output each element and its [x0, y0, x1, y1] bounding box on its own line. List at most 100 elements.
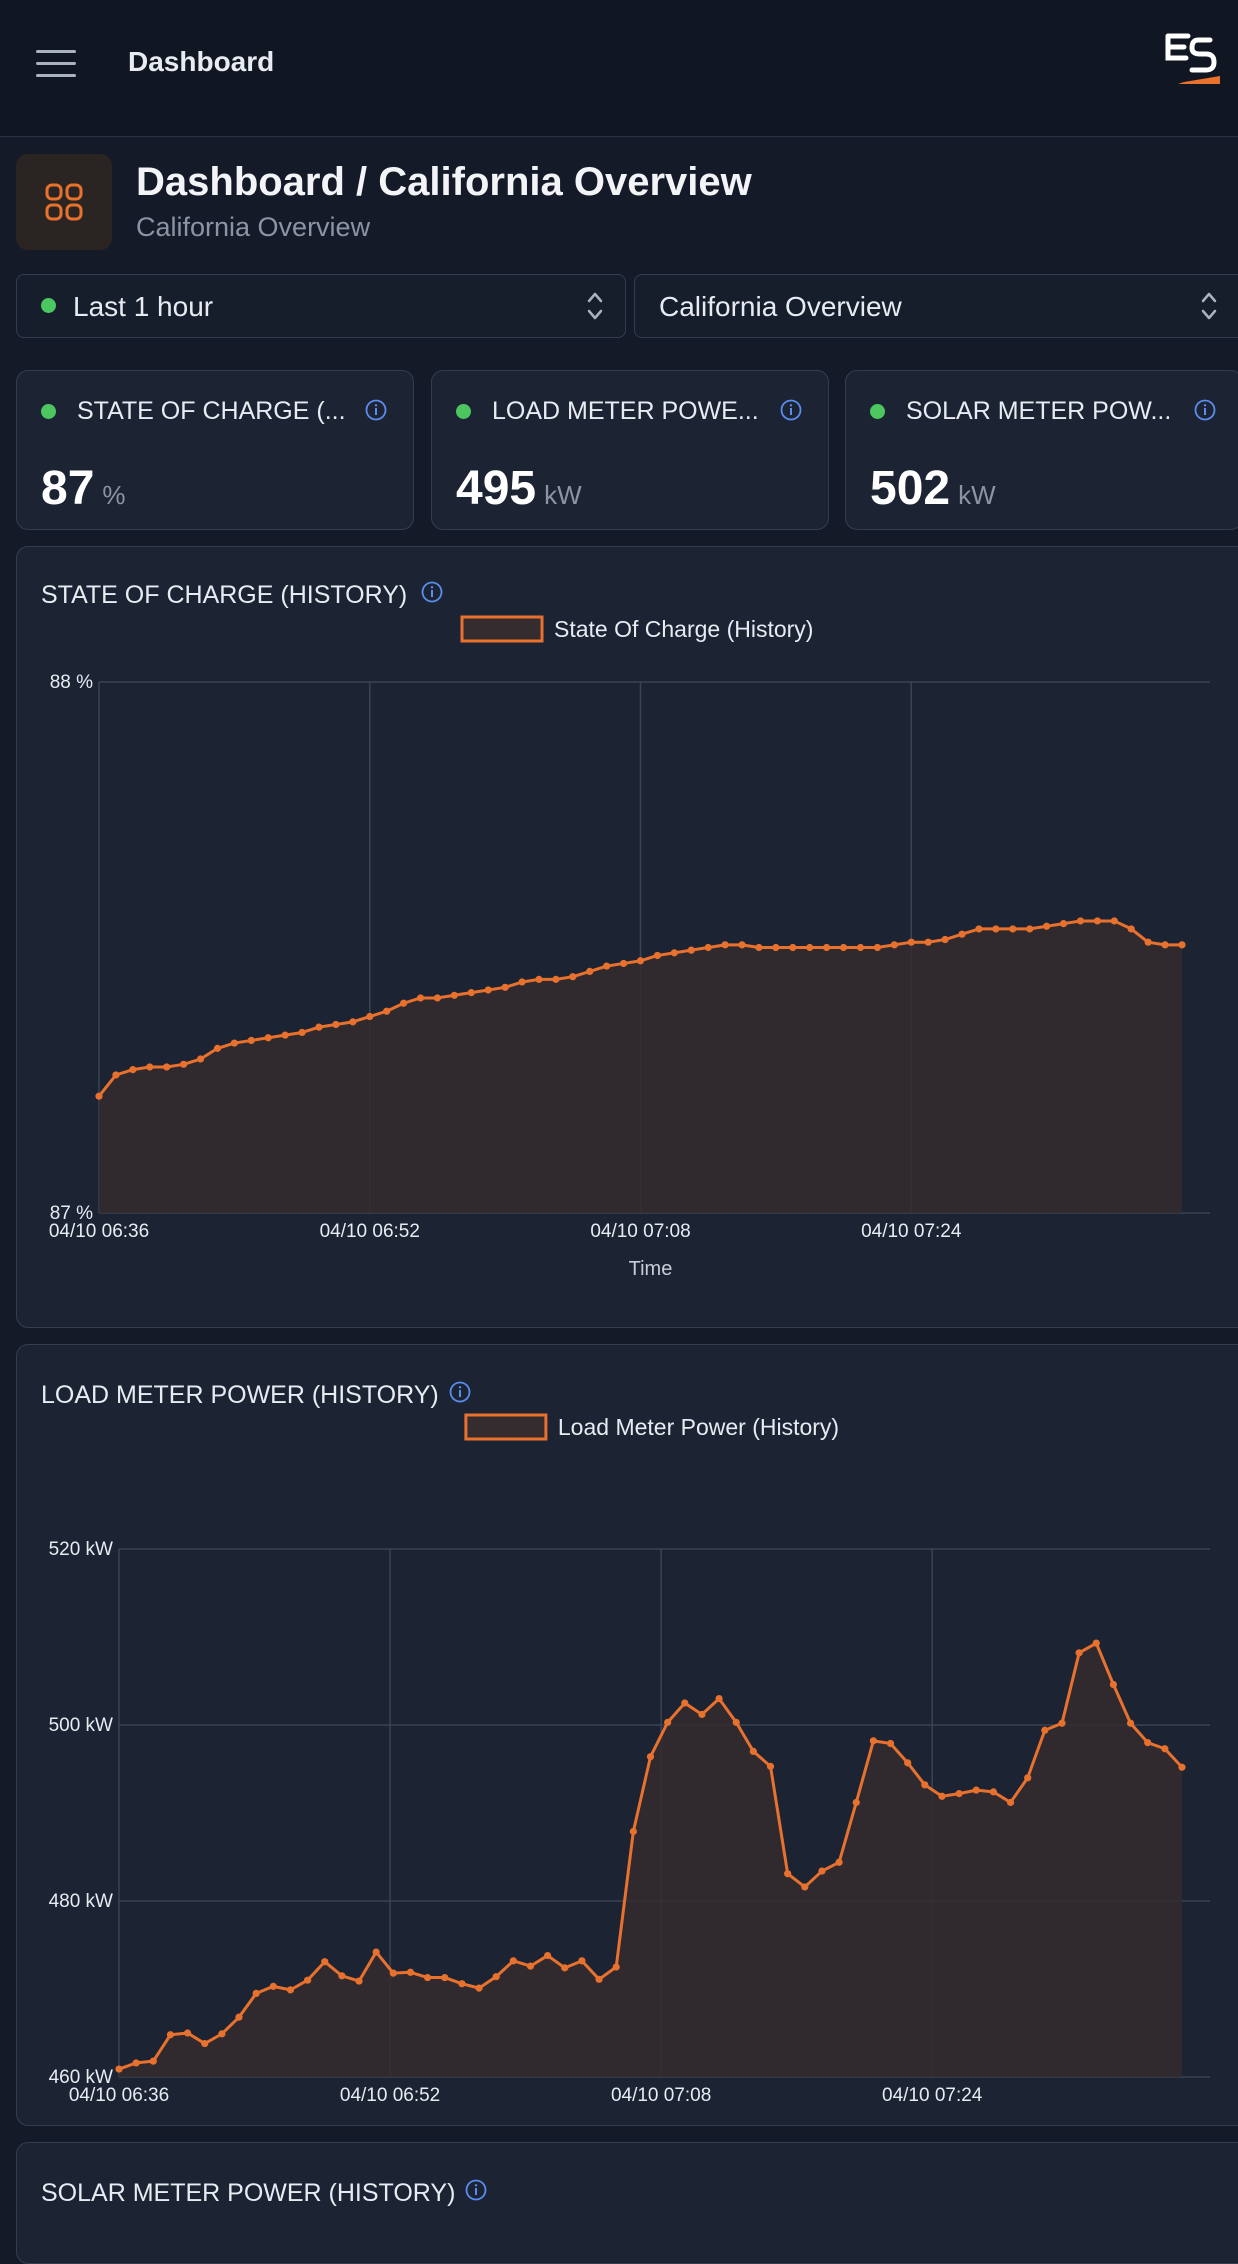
dashboard-grid-icon — [16, 154, 112, 250]
data-point — [399, 999, 408, 1007]
chevron-updown-icon — [1201, 292, 1217, 320]
data-point — [183, 2029, 192, 2037]
chevron-updown-icon — [587, 292, 603, 320]
data-point — [1161, 1745, 1169, 1753]
x-tick-label: 04/10 07:24 — [861, 1221, 962, 1242]
data-point — [561, 1964, 569, 1972]
data-point — [166, 2031, 175, 2039]
y-tick-label: 480 kW — [49, 1891, 113, 1912]
data-point — [852, 1798, 860, 1807]
data-point — [315, 1023, 323, 1031]
data-point — [484, 986, 492, 994]
data-point — [721, 941, 729, 949]
time-range-select[interactable]: Last 1 hour — [16, 274, 626, 338]
chart-card-state-of-charge: STATE OF CHARGE (HISTORY) State Of Charg… — [16, 546, 1238, 1328]
hamburger-menu-icon[interactable] — [36, 50, 76, 80]
data-point — [835, 1858, 843, 1866]
data-point — [1076, 917, 1085, 925]
status-dot — [456, 404, 471, 419]
info-icon[interactable] — [465, 2179, 487, 2201]
chart-card-solar-meter-power: SOLAR METER POWER (HISTORY) — [16, 2142, 1238, 2264]
data-point — [475, 1984, 483, 1992]
data-point — [715, 1695, 723, 1703]
page-header: Dashboard / California Overview Californ… — [16, 152, 1238, 252]
stat-card-load-meter-power[interactable]: LOAD METER POWE... 495 kW — [431, 370, 829, 530]
data-point — [552, 975, 560, 983]
data-point — [646, 1753, 655, 1761]
data-point — [544, 1951, 552, 1960]
chart-title: SOLAR METER POWER (HISTORY) — [41, 2179, 456, 2207]
data-point — [698, 1710, 706, 1719]
data-point — [95, 1092, 103, 1100]
status-dot — [41, 298, 56, 313]
data-point — [789, 943, 797, 952]
data-point — [1058, 1719, 1066, 1727]
info-icon[interactable] — [421, 581, 443, 603]
data-point — [247, 1036, 255, 1045]
data-point — [1178, 1763, 1186, 1771]
data-point — [146, 1063, 154, 1071]
data-point — [921, 1781, 929, 1789]
data-point — [115, 2065, 123, 2073]
data-point — [890, 941, 898, 949]
y-tick-label: 88 % — [50, 672, 93, 693]
data-point — [569, 973, 577, 981]
data-point — [681, 1699, 689, 1707]
site-select[interactable]: California Overview — [634, 274, 1238, 338]
y-tick-label: 460 kW — [49, 2067, 113, 2088]
data-point — [180, 1060, 188, 1068]
data-point — [501, 983, 509, 991]
series-area — [119, 1643, 1182, 2077]
es-logo-icon[interactable] — [1164, 28, 1220, 88]
state-of-charge-chart[interactable]: State Of Charge (History) 87 % 88 % 04/10 0… — [17, 607, 1237, 1307]
y-tick-label: 520 kW — [49, 1539, 113, 1560]
x-tick-label: 04/10 07:08 — [590, 1221, 690, 1242]
data-point — [1006, 1798, 1015, 1807]
data-point — [383, 1007, 391, 1015]
legend-swatch — [460, 615, 544, 643]
data-point — [1041, 1726, 1049, 1734]
info-icon[interactable] — [1194, 399, 1216, 421]
legend-label: Load Meter Power (History) — [558, 1414, 839, 1440]
y-tick-label: 500 kW — [49, 1715, 113, 1736]
data-point — [869, 1737, 877, 1745]
stat-card-solar-meter-power[interactable]: SOLAR METER POW... 502 kW — [845, 370, 1238, 530]
data-point — [218, 2030, 226, 2038]
topbar-title: Dashboard — [128, 46, 275, 77]
x-tick-label: 04/10 06:36 — [69, 2085, 169, 2105]
data-point — [886, 1739, 895, 1748]
data-point — [281, 1031, 289, 1039]
data-point — [653, 951, 662, 960]
x-tick-label: 04/10 06:52 — [320, 1221, 420, 1242]
status-dot — [41, 404, 56, 419]
data-point — [1144, 1739, 1152, 1747]
stat-card-state-of-charge[interactable]: STATE OF CHARGE (... 87% — [16, 370, 414, 530]
info-icon[interactable] — [780, 399, 802, 421]
data-point — [235, 2013, 243, 2021]
data-point — [1075, 1649, 1083, 1657]
data-point — [112, 1071, 120, 1079]
data-point — [1127, 925, 1135, 933]
x-tick-label: 04/10 06:52 — [340, 2085, 440, 2105]
data-point — [321, 1958, 329, 1966]
data-point — [766, 1762, 775, 1770]
data-point — [492, 1973, 500, 1981]
data-point — [1161, 941, 1169, 949]
top-bar: Dashboard — [0, 0, 1238, 137]
load-meter-power-chart[interactable]: Load Meter Power (History) 460 kW 480 kW 50… — [17, 1405, 1237, 2105]
data-point — [992, 925, 1000, 933]
info-icon[interactable] — [449, 1381, 471, 1403]
legend-label: State Of Charge (History) — [554, 616, 813, 642]
stat-value: 87% — [41, 462, 126, 515]
data-point — [806, 943, 814, 952]
data-point — [349, 1018, 357, 1026]
data-point — [1059, 920, 1068, 928]
data-point — [416, 994, 425, 1002]
data-point — [213, 1044, 222, 1052]
stat-label: SOLAR METER POW... — [906, 397, 1172, 425]
data-point — [924, 938, 932, 946]
info-icon[interactable] — [365, 399, 387, 421]
data-point — [772, 943, 780, 952]
stat-label: LOAD METER POWE... — [492, 397, 759, 425]
data-point — [1009, 925, 1017, 933]
